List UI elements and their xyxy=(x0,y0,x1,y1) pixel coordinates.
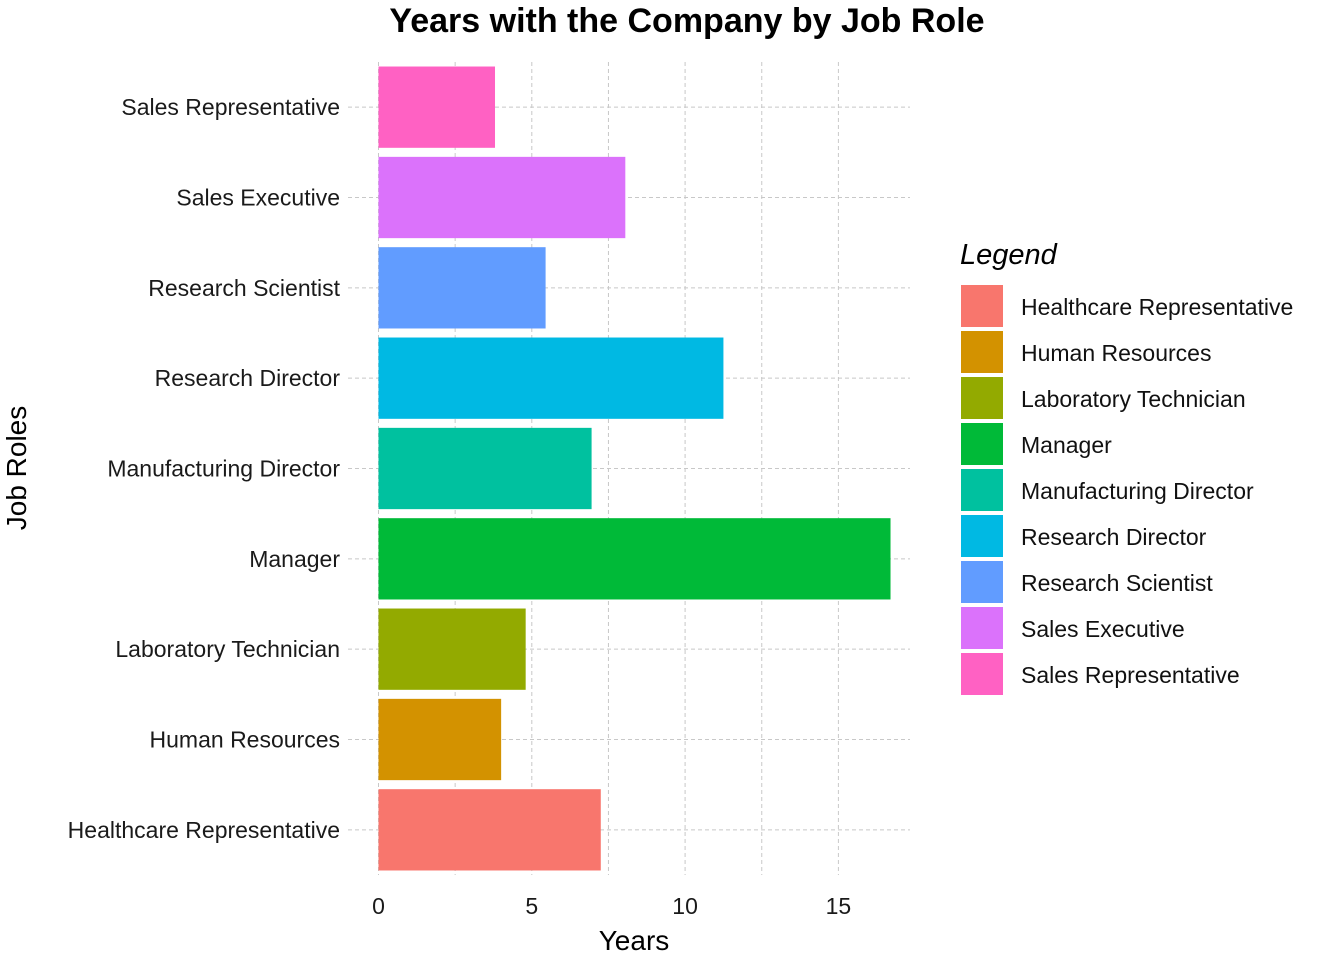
y-tick-label: Laboratory Technician xyxy=(115,636,340,662)
y-tick-label: Sales Executive xyxy=(176,185,340,211)
legend-label: Manager xyxy=(1021,432,1112,458)
legend-title: Legend xyxy=(960,239,1058,271)
y-tick-label: Research Scientist xyxy=(148,275,340,301)
legend-item-sales-executive: Sales Executive xyxy=(961,607,1185,649)
bar-sales-representative xyxy=(378,66,496,148)
bar-healthcare-representative xyxy=(378,789,601,871)
legend-label: Research Director xyxy=(1021,524,1207,550)
x-tick-label: 15 xyxy=(826,893,852,919)
legend-label: Manufacturing Director xyxy=(1021,478,1254,504)
y-tick-label: Sales Representative xyxy=(121,94,340,120)
x-tick-labels: 0 5 10 15 xyxy=(372,893,851,919)
legend-item-research-scientist: Research Scientist xyxy=(961,561,1213,603)
legend-item-sales-representative: Sales Representative xyxy=(961,653,1240,695)
legend-item-human-resources: Human Resources xyxy=(961,331,1211,373)
legend-item-research-director: Research Director xyxy=(961,515,1207,557)
x-tick-label: 0 xyxy=(372,893,385,919)
legend-swatch xyxy=(961,423,1003,465)
legend-items: Healthcare Representative Human Resources… xyxy=(961,285,1293,695)
bar-human-resources xyxy=(378,698,502,781)
y-tick-label: Healthcare Representative xyxy=(68,817,340,843)
legend-swatch xyxy=(961,285,1003,327)
legend-label: Human Resources xyxy=(1021,340,1211,366)
legend-swatch xyxy=(961,515,1003,557)
chart-title: Years with the Company by Job Role xyxy=(389,2,984,40)
bar-research-scientist xyxy=(378,247,546,329)
legend-label: Sales Representative xyxy=(1021,662,1240,688)
bar-manager xyxy=(378,518,891,600)
bar-manufacturing-director xyxy=(378,427,592,510)
legend-swatch xyxy=(961,653,1003,695)
bar-laboratory-technician xyxy=(378,608,526,690)
legend-label: Laboratory Technician xyxy=(1021,386,1246,412)
legend-swatch xyxy=(961,607,1003,649)
legend-swatch xyxy=(961,561,1003,603)
y-tick-label: Research Director xyxy=(155,365,341,391)
y-axis-title: Job Roles xyxy=(1,406,32,531)
x-axis-title: Years xyxy=(599,925,670,956)
y-tick-labels: Healthcare Representative Human Resources… xyxy=(68,94,341,843)
bar-research-director xyxy=(378,337,724,419)
legend-swatch xyxy=(961,469,1003,511)
y-tick-label: Manager xyxy=(249,546,340,572)
legend-label: Research Scientist xyxy=(1021,570,1213,596)
x-tick-label: 5 xyxy=(525,893,538,919)
legend-swatch xyxy=(961,377,1003,419)
y-tick-label: Human Resources xyxy=(150,727,340,753)
bar-sales-executive xyxy=(378,156,626,239)
legend: Legend Healthcare Representative Human Re… xyxy=(960,239,1293,695)
legend-item-manager: Manager xyxy=(961,423,1112,465)
bar-layer xyxy=(378,66,891,871)
legend-swatch xyxy=(961,331,1003,373)
legend-label: Healthcare Representative xyxy=(1021,294,1293,320)
y-tick-label: Manufacturing Director xyxy=(107,456,340,482)
legend-item-healthcare-representative: Healthcare Representative xyxy=(961,285,1293,327)
legend-item-laboratory-technician: Laboratory Technician xyxy=(961,377,1246,419)
legend-label: Sales Executive xyxy=(1021,616,1185,642)
legend-item-manufacturing-director: Manufacturing Director xyxy=(961,469,1254,511)
x-tick-label: 10 xyxy=(672,893,698,919)
